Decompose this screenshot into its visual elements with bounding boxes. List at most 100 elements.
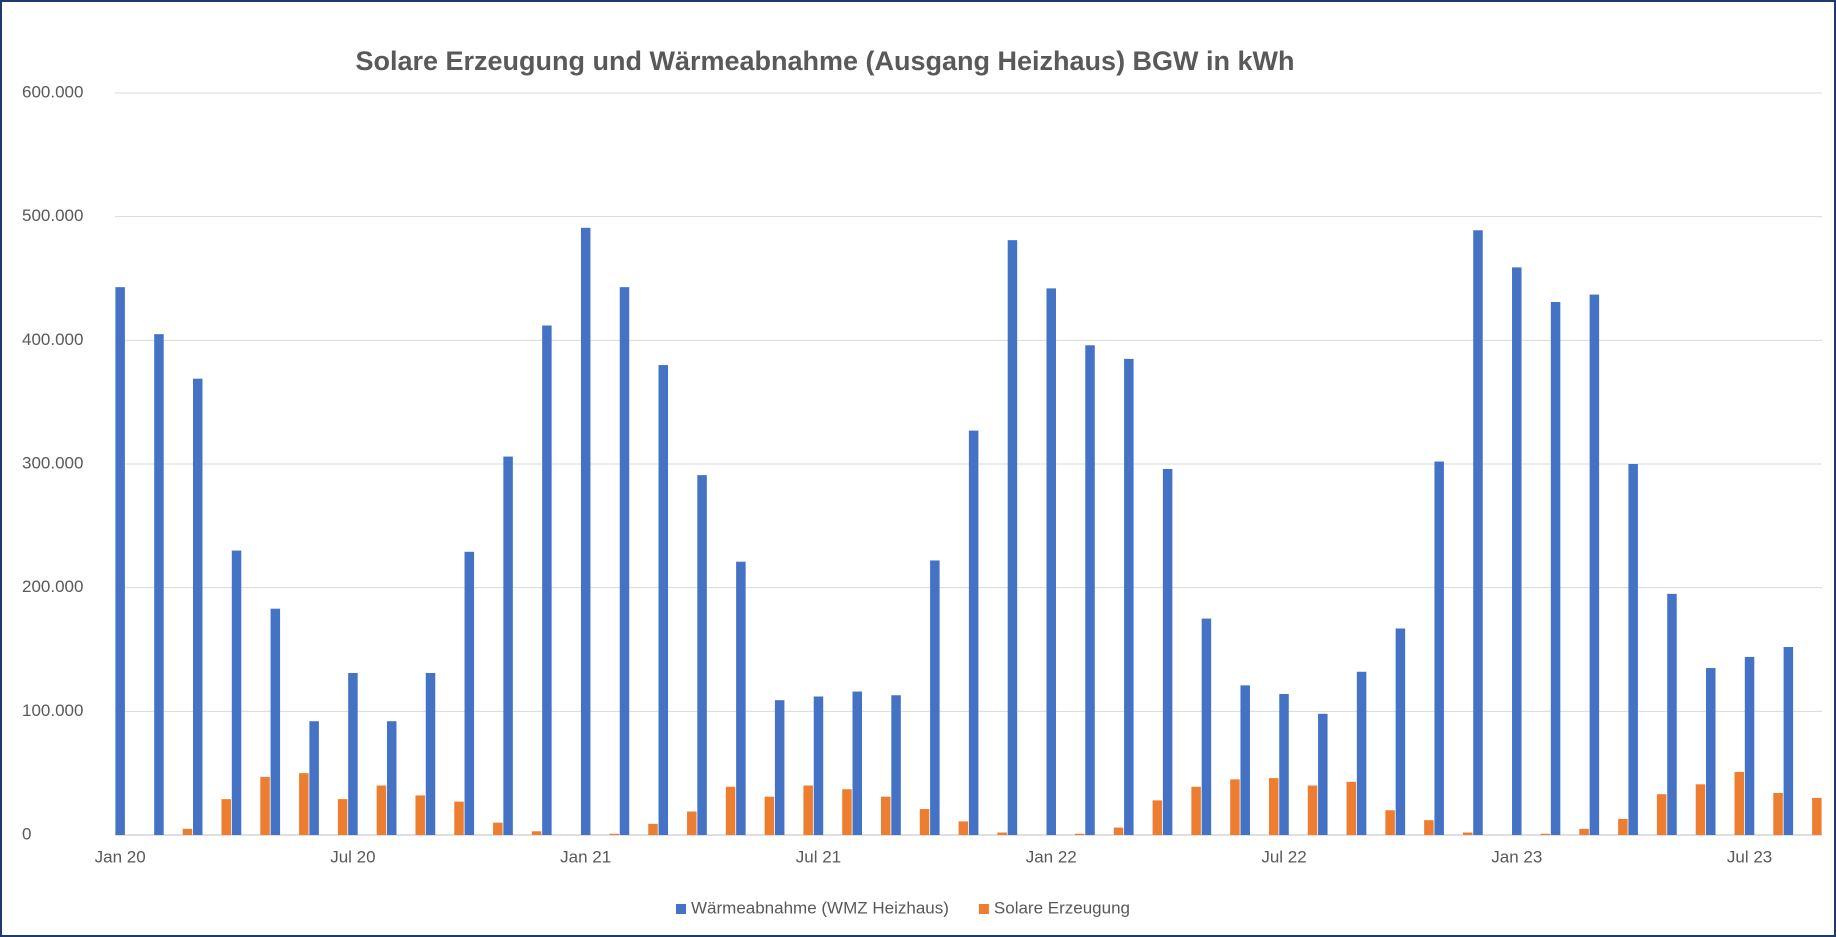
bar (881, 796, 891, 835)
bar (1230, 779, 1240, 835)
bar (1240, 685, 1250, 835)
bar (531, 831, 542, 835)
bar (1074, 833, 1085, 835)
x-tick-label: Jan 20 (95, 847, 146, 866)
bar (1628, 464, 1638, 835)
bar (1268, 778, 1279, 835)
bar (1152, 800, 1163, 835)
bar (1512, 267, 1522, 835)
bar (1356, 671, 1367, 835)
bar (337, 799, 348, 835)
bar (221, 799, 231, 835)
bar (1589, 294, 1600, 835)
bar (1462, 832, 1473, 835)
bar (464, 551, 475, 835)
bar (958, 821, 969, 835)
bar (1307, 785, 1318, 835)
bar (997, 832, 1007, 835)
bar (1162, 468, 1173, 835)
bar (1124, 358, 1134, 835)
bar (1007, 240, 1018, 835)
bar (764, 796, 775, 835)
bar (503, 456, 513, 835)
bar (1812, 797, 1822, 835)
bar (1667, 593, 1677, 835)
y-tick-label: 300.000 (22, 453, 83, 472)
bar (182, 828, 193, 835)
bar (687, 811, 697, 835)
bar (1579, 828, 1589, 835)
bar (1085, 345, 1095, 835)
bar (1434, 461, 1444, 835)
y-tick-label: 500.000 (22, 206, 83, 225)
y-tick-label: 400.000 (22, 330, 83, 349)
bar (648, 823, 658, 835)
legend-label: Solare Erzeugung (994, 898, 1130, 917)
bar (1773, 792, 1783, 835)
bar (1706, 668, 1716, 835)
bar (1279, 694, 1289, 835)
bar (425, 672, 436, 835)
bar (542, 325, 552, 835)
bar (1113, 827, 1124, 835)
bar (774, 700, 785, 835)
bar (154, 334, 164, 835)
x-tick-label: Jul 20 (330, 847, 375, 866)
bar (1191, 786, 1201, 835)
bar (1473, 230, 1483, 835)
bar (260, 776, 270, 835)
bar (891, 695, 901, 835)
x-tick-label: Jan 21 (560, 847, 611, 866)
bar (231, 550, 242, 835)
legend-label: Wärmeabnahme (WMZ Heizhaus) (691, 898, 949, 917)
legend-swatch (676, 904, 686, 914)
bar (658, 365, 669, 835)
bar (930, 560, 940, 835)
bar (580, 227, 591, 836)
bar (852, 691, 863, 835)
bar (619, 287, 630, 835)
bar (736, 561, 746, 835)
bar (1385, 810, 1395, 835)
bar (454, 801, 464, 835)
bar (842, 789, 852, 835)
y-tick-label: 600.000 (22, 82, 83, 101)
x-tick-label: Jan 22 (1026, 847, 1077, 866)
bar (1656, 794, 1667, 835)
bar (725, 786, 736, 835)
x-tick-label: Jul 22 (1261, 847, 1306, 866)
bar (813, 696, 824, 835)
bar (348, 672, 358, 835)
bar (415, 795, 425, 835)
chart-title: Solare Erzeugung und Wärmeabnahme (Ausga… (355, 46, 1294, 76)
bar (1695, 784, 1706, 835)
bar (919, 809, 930, 835)
bar (192, 378, 203, 835)
bar (1550, 301, 1561, 835)
bar (270, 608, 281, 835)
bar (1201, 618, 1212, 835)
bar (1046, 288, 1056, 836)
bar (1346, 781, 1357, 835)
bar (1618, 818, 1628, 835)
bar (386, 721, 397, 835)
bar (803, 785, 813, 835)
bar (1744, 656, 1755, 835)
bar (376, 785, 387, 835)
bar (1783, 647, 1794, 835)
bar (493, 822, 503, 835)
bar (115, 287, 125, 835)
bar (1540, 833, 1551, 835)
bar (1734, 771, 1745, 835)
bar (299, 773, 309, 835)
x-tick-label: Jul 21 (796, 847, 841, 866)
bar (1318, 713, 1328, 835)
bar (968, 430, 979, 835)
bar (1395, 628, 1406, 835)
bar (1424, 820, 1434, 835)
bar (609, 833, 619, 835)
bar (309, 721, 319, 835)
y-tick-label: 200.000 (22, 577, 83, 596)
y-tick-label: 0 (22, 824, 31, 843)
